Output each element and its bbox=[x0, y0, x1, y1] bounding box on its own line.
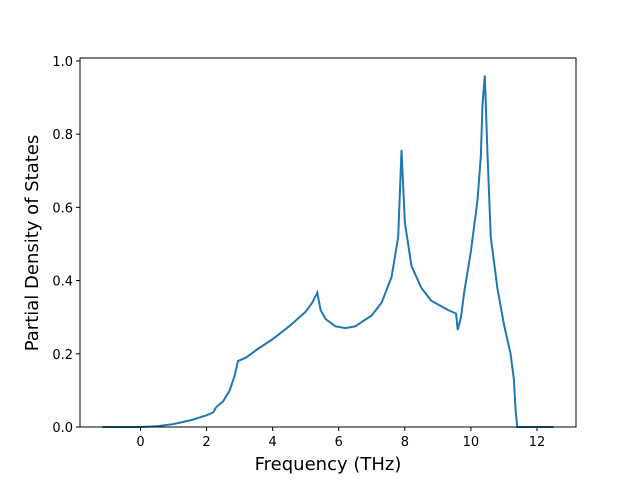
y-tick-label: 0.4 bbox=[52, 275, 73, 290]
y-tick-label: 0.6 bbox=[52, 201, 73, 216]
x-tick-label: 6 bbox=[335, 435, 343, 450]
y-tick-label: 0.8 bbox=[52, 128, 73, 143]
line bbox=[102, 75, 554, 428]
x-tick-label: 12 bbox=[529, 435, 546, 450]
x-tick-label: 2 bbox=[202, 435, 210, 450]
y-tick-label: 0.2 bbox=[52, 348, 73, 363]
x-tick-label: 0 bbox=[136, 435, 144, 450]
y-axis-label: Partial Density of States bbox=[22, 135, 43, 352]
x-axis-label: Frequency (THz) bbox=[255, 454, 402, 475]
x-tick-label: 10 bbox=[463, 435, 480, 450]
plot-frame bbox=[79, 57, 577, 428]
x-tick-label: 4 bbox=[269, 435, 277, 450]
y-tick-label: 0.0 bbox=[52, 421, 73, 436]
x-tick-label: 8 bbox=[401, 435, 409, 450]
y-tick-label: 1.0 bbox=[52, 55, 73, 70]
